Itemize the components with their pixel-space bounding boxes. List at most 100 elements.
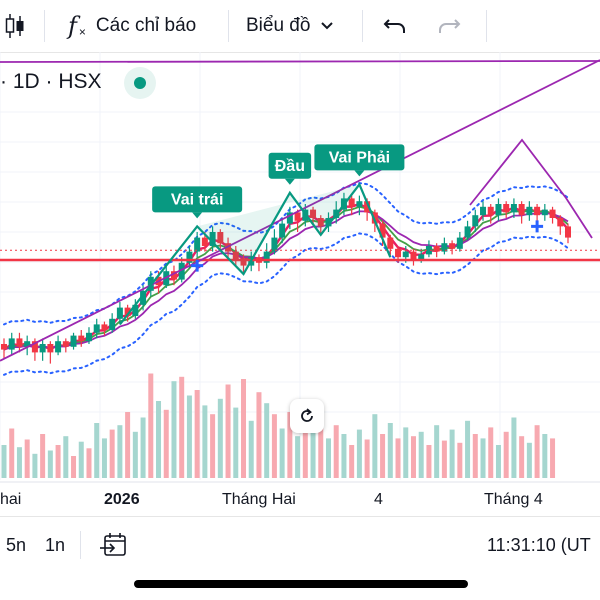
pattern-label: Vai trái bbox=[152, 186, 243, 219]
volume-bar bbox=[55, 445, 61, 478]
symbol-interval-exchange: · 1D · HSX bbox=[0, 70, 102, 93]
candle bbox=[565, 223, 571, 244]
close-x-icon: × bbox=[78, 25, 86, 39]
volume-bar bbox=[94, 423, 100, 478]
ema-line-8 bbox=[3, 210, 569, 351]
go-to-date-button[interactable] bbox=[100, 517, 128, 573]
pattern-fill bbox=[197, 184, 360, 274]
volume-bar bbox=[511, 417, 517, 478]
candle bbox=[464, 220, 471, 241]
candle-body bbox=[263, 251, 270, 263]
candle-body bbox=[557, 218, 564, 227]
volume-bar bbox=[179, 376, 185, 478]
candle bbox=[47, 341, 54, 364]
candle-body bbox=[16, 338, 23, 347]
volume-bar bbox=[488, 427, 494, 478]
candle bbox=[557, 215, 564, 235]
candle-body bbox=[541, 209, 548, 216]
volume-bar bbox=[465, 420, 471, 478]
candle-body bbox=[449, 243, 456, 249]
candle bbox=[24, 335, 31, 356]
volume-bar bbox=[63, 436, 69, 478]
range-1n-button[interactable]: 1n bbox=[45, 517, 65, 573]
volume-bar bbox=[241, 379, 247, 478]
chart-toolbar: f × Các chỉ báo Biểu đồ bbox=[0, 0, 600, 53]
volume-bar bbox=[264, 403, 270, 478]
candle bbox=[294, 209, 301, 232]
candle-body bbox=[441, 243, 448, 252]
candle-body bbox=[55, 341, 62, 353]
candle-body bbox=[47, 344, 54, 353]
candle-body bbox=[240, 260, 247, 266]
volume-bar bbox=[16, 447, 22, 478]
redo-icon bbox=[439, 19, 461, 33]
volume-bar bbox=[310, 431, 316, 478]
price-chart[interactable]: Vai trái Đầu Vai Phải hai 2026 Tháng Hai 4 Thá… bbox=[0, 52, 600, 516]
candlestick-icon[interactable] bbox=[4, 0, 26, 52]
indicators-button[interactable]: f × Các chỉ báo bbox=[68, 0, 196, 52]
volume-bar bbox=[426, 445, 432, 478]
candle-body bbox=[418, 254, 425, 260]
volume-bar bbox=[1, 445, 7, 478]
volume-bar bbox=[449, 429, 455, 478]
candle-body bbox=[279, 223, 286, 238]
undo-button[interactable] bbox=[383, 0, 407, 52]
candle-body bbox=[124, 307, 131, 316]
lower-band bbox=[3, 232, 569, 376]
cross-marker-path bbox=[191, 259, 204, 272]
volume-bar bbox=[225, 384, 231, 478]
volume-bar bbox=[9, 428, 15, 478]
calendar-arrow-icon bbox=[100, 533, 126, 556]
candle-body bbox=[456, 237, 463, 249]
symbol-info[interactable]: · 1D · HSX bbox=[0, 62, 102, 102]
volume-bar bbox=[356, 429, 362, 478]
function-icon: f bbox=[68, 12, 77, 40]
candle bbox=[16, 332, 23, 353]
candle-body bbox=[433, 246, 440, 252]
candle-body bbox=[170, 271, 177, 280]
volume-bar bbox=[341, 434, 347, 478]
volume-bar bbox=[279, 428, 285, 478]
volume-bars bbox=[1, 373, 556, 478]
candle-body bbox=[271, 237, 278, 252]
clock-time[interactable]: 11:31:10 (UT bbox=[487, 517, 591, 573]
volume-bar bbox=[526, 442, 532, 478]
volume-bar bbox=[163, 409, 169, 478]
candle bbox=[39, 338, 46, 361]
market-status-indicator[interactable] bbox=[124, 67, 156, 99]
candle-body bbox=[201, 237, 208, 246]
volume-bar bbox=[233, 407, 239, 478]
ema-line-5 bbox=[3, 205, 569, 351]
candle-body bbox=[70, 335, 77, 347]
x-tick-label: 4 bbox=[374, 491, 383, 508]
volume-bar bbox=[349, 445, 355, 478]
candle bbox=[518, 201, 525, 224]
candle bbox=[209, 226, 216, 252]
candle bbox=[78, 330, 85, 347]
reset-chart-button[interactable] bbox=[290, 399, 324, 433]
undo-icon bbox=[383, 19, 405, 33]
candle bbox=[510, 198, 517, 218]
candle bbox=[232, 246, 239, 266]
volume-bar bbox=[434, 425, 440, 478]
candle-body bbox=[232, 251, 239, 260]
candle bbox=[109, 313, 116, 333]
candle bbox=[503, 201, 510, 218]
volume-bar bbox=[210, 414, 216, 478]
volume-bar bbox=[140, 417, 146, 478]
head-shoulders-line bbox=[119, 182, 392, 326]
candle-body bbox=[217, 232, 224, 244]
candle bbox=[194, 232, 201, 258]
candle bbox=[449, 240, 456, 255]
candle bbox=[325, 212, 332, 232]
chart-type-button[interactable]: Biểu đồ bbox=[246, 0, 334, 52]
upper-band bbox=[3, 182, 569, 326]
candle-body bbox=[503, 204, 510, 213]
redo-button[interactable] bbox=[437, 0, 461, 52]
candle-body bbox=[8, 338, 15, 350]
range-5n-button[interactable]: 5n bbox=[6, 517, 26, 573]
pattern-label: Vai Phải bbox=[314, 144, 405, 177]
candle bbox=[263, 243, 270, 269]
candle bbox=[31, 338, 38, 361]
candle-body bbox=[510, 204, 517, 213]
